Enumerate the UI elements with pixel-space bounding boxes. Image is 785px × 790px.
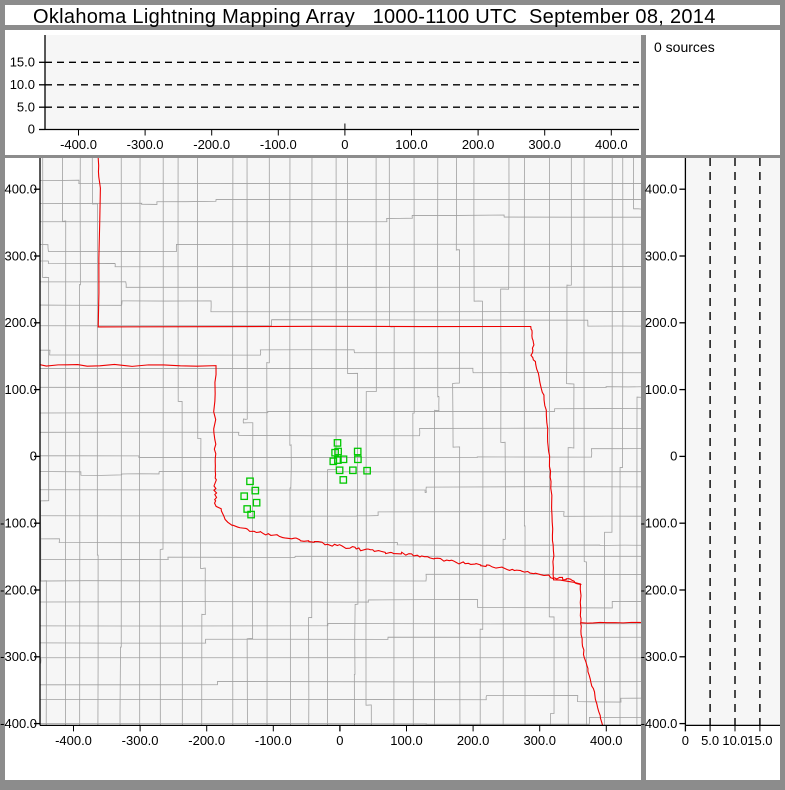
svg-text:0: 0 [30, 449, 37, 464]
svg-text:300.0: 300.0 [5, 249, 38, 264]
svg-text:0: 0 [682, 733, 689, 748]
svg-text:-400.0: -400.0 [0, 716, 37, 731]
svg-text:100.0: 100.0 [5, 382, 38, 397]
svg-text:100.0: 100.0 [390, 733, 422, 748]
svg-text:400.0: 400.0 [595, 137, 628, 152]
svg-text:-300.0: -300.0 [127, 137, 164, 152]
svg-text:-200.0: -200.0 [193, 137, 230, 152]
svg-text:100.0: 100.0 [395, 137, 428, 152]
svg-text:-400.0: -400.0 [641, 716, 678, 731]
svg-text:-100.0: -100.0 [641, 516, 678, 531]
svg-text:15.0: 15.0 [747, 733, 772, 748]
svg-text:5.0: 5.0 [17, 99, 35, 114]
svg-text:10.0: 10.0 [10, 77, 35, 92]
svg-text:200.0: 200.0 [462, 137, 495, 152]
svg-text:15.0: 15.0 [10, 55, 35, 70]
svg-text:400.0: 400.0 [645, 182, 678, 197]
svg-text:-100.0: -100.0 [0, 516, 37, 531]
svg-text:10.0: 10.0 [722, 733, 747, 748]
svg-text:200.0: 200.0 [645, 315, 678, 330]
svg-text:-400.0: -400.0 [55, 733, 92, 748]
svg-text:-100.0: -100.0 [260, 137, 297, 152]
svg-text:-200.0: -200.0 [0, 583, 37, 598]
svg-text:-200.0: -200.0 [188, 733, 225, 748]
svg-text:5.0: 5.0 [701, 733, 719, 748]
svg-text:-300.0: -300.0 [641, 649, 678, 664]
svg-text:200.0: 200.0 [5, 315, 38, 330]
svg-text:0: 0 [341, 137, 348, 152]
svg-text:-400.0: -400.0 [60, 137, 97, 152]
svg-text:-200.0: -200.0 [641, 583, 678, 598]
svg-text:200.0: 200.0 [457, 733, 490, 748]
svg-text:-300.0: -300.0 [122, 733, 159, 748]
svg-text:0: 0 [336, 733, 343, 748]
svg-text:300.0: 300.0 [523, 733, 556, 748]
svg-text:0: 0 [670, 449, 677, 464]
svg-text:0: 0 [28, 122, 35, 137]
svg-text:-300.0: -300.0 [0, 649, 37, 664]
svg-text:-100.0: -100.0 [255, 733, 292, 748]
svg-text:300.0: 300.0 [645, 249, 678, 264]
svg-text:400.0: 400.0 [5, 182, 38, 197]
svg-text:300.0: 300.0 [528, 137, 561, 152]
svg-text:400.0: 400.0 [590, 733, 623, 748]
svg-text:100.0: 100.0 [645, 382, 678, 397]
